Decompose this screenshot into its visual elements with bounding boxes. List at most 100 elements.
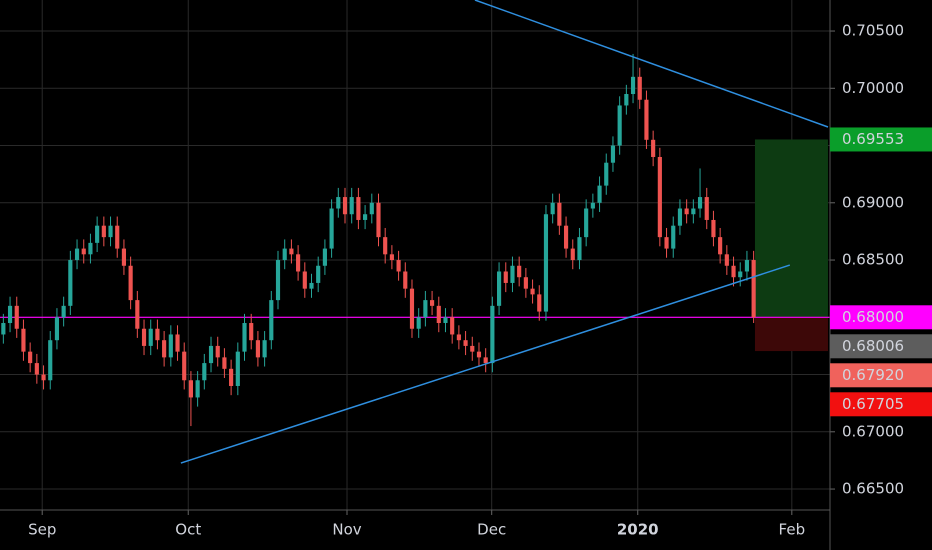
candle-body — [724, 254, 729, 266]
candle-body — [208, 345, 214, 364]
candle-body — [697, 197, 703, 209]
candle-body — [530, 288, 535, 295]
candle-body — [517, 265, 522, 278]
candle-body — [557, 202, 562, 226]
price-label-box — [830, 334, 932, 359]
candle-body — [550, 202, 555, 215]
x-tick-label: Sep — [28, 521, 56, 539]
candle-body — [88, 242, 93, 255]
candle-body — [14, 305, 19, 329]
candle-body — [584, 208, 589, 238]
candle-body — [108, 225, 113, 238]
candle-body — [54, 317, 60, 341]
candle-body — [577, 237, 582, 261]
trendline — [180, 264, 791, 464]
candle-body — [7, 305, 13, 324]
candle-body — [677, 208, 683, 226]
x-tick-label: Dec — [477, 521, 506, 539]
candle-body — [182, 351, 187, 381]
x-tick-label: Nov — [332, 521, 361, 539]
candle-body — [684, 208, 689, 215]
candle-body — [329, 208, 334, 249]
candle-body — [597, 185, 602, 203]
candle-body — [523, 277, 528, 289]
candle-body — [396, 260, 401, 272]
candle-body — [490, 305, 495, 364]
candle-body — [610, 145, 616, 163]
candle-body — [436, 305, 441, 324]
candle-body — [74, 248, 80, 261]
candle-body — [235, 351, 240, 386]
candle-body — [409, 288, 415, 329]
candle-body — [95, 225, 100, 243]
candle-body — [376, 202, 381, 238]
price-label: 0.68000 — [842, 308, 904, 326]
candle-body — [101, 225, 106, 238]
candle-body — [363, 214, 368, 220]
candle-body — [563, 225, 569, 249]
price-label-box — [830, 392, 932, 417]
candle-body — [430, 300, 435, 306]
candle-body — [21, 328, 26, 352]
candle-body — [262, 340, 267, 358]
candle-body — [349, 197, 354, 215]
price-label: 0.67705 — [842, 395, 904, 413]
candle-body — [383, 237, 388, 255]
candle-body — [456, 334, 461, 341]
candle-body — [537, 294, 542, 312]
x-tick-label: Oct — [175, 521, 201, 539]
candle-body — [48, 340, 53, 381]
y-tick-label: 0.70500 — [842, 22, 904, 40]
candle-body — [617, 105, 622, 146]
candle-body — [141, 328, 147, 346]
candle-body — [470, 345, 475, 352]
candle-body — [222, 357, 227, 369]
price-label-box — [830, 363, 932, 388]
candle-body — [463, 340, 468, 346]
candle-body — [389, 254, 394, 261]
candle-body — [336, 197, 341, 209]
candle-body — [148, 328, 153, 346]
candle-body — [443, 317, 448, 324]
candle-body — [81, 248, 86, 255]
candle-body — [503, 271, 508, 283]
candle-body — [34, 363, 39, 375]
price-label: 0.67920 — [842, 366, 904, 384]
candle-body — [322, 248, 327, 266]
candle-body — [651, 139, 656, 157]
x-tick-label: 2020 — [617, 521, 659, 539]
candle-body — [664, 237, 669, 249]
candle-body — [416, 317, 421, 329]
candle-body — [590, 202, 595, 209]
y-tick-label: 0.68500 — [842, 251, 904, 269]
candle-body — [476, 351, 482, 358]
candle-body — [249, 323, 254, 341]
candle-body — [671, 225, 676, 249]
candle-body — [255, 340, 260, 358]
candle-body — [202, 363, 207, 381]
candle-body — [624, 94, 629, 106]
candle-body — [41, 374, 46, 381]
candle-body — [369, 202, 374, 215]
candle-body — [28, 351, 33, 364]
candle-body — [543, 214, 549, 312]
price-label: 0.69553 — [842, 130, 904, 148]
candle-body — [483, 357, 488, 364]
candle-body — [496, 271, 502, 306]
candle-body — [128, 265, 133, 301]
candle-body — [289, 248, 294, 255]
candle-body — [637, 76, 642, 100]
trendline — [474, 0, 829, 128]
candle-body — [195, 380, 200, 398]
candle-body — [356, 197, 361, 220]
x-tick-label: Feb — [779, 521, 806, 539]
candle-body — [704, 197, 709, 220]
candle-body — [229, 368, 234, 386]
candle-body — [302, 271, 307, 289]
candle-body — [644, 99, 649, 140]
y-tick-label: 0.66500 — [842, 480, 904, 498]
candle-body — [711, 219, 716, 238]
candle-body — [570, 248, 575, 261]
candle-body — [242, 323, 247, 352]
